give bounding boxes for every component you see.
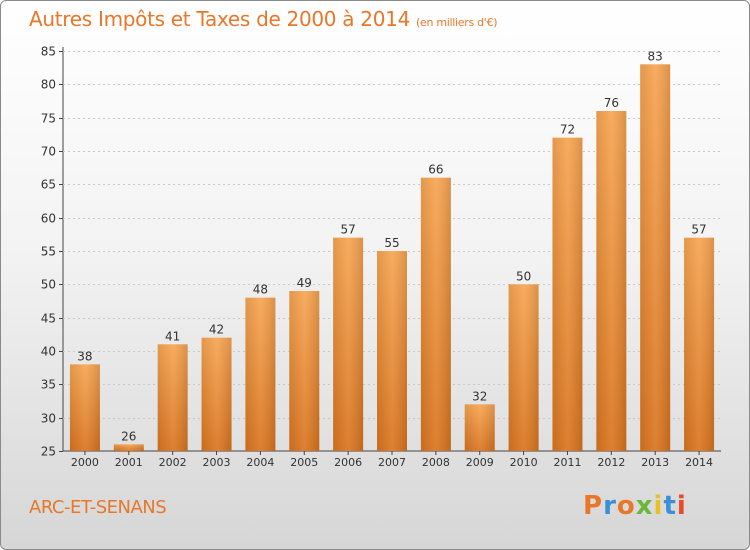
bar-shade [245,297,276,451]
x-tick-label: 2006 [334,456,362,469]
x-tick-label: 2007 [378,456,406,469]
y-tick-label: 35 [41,378,56,392]
y-tick-label: 45 [41,312,56,326]
x-tick-label: 2011 [553,456,581,469]
bar-shade [377,251,407,451]
x-tick-label: 2005 [290,456,318,469]
data-label: 72 [560,123,575,137]
data-label: 50 [516,269,531,283]
data-label: 26 [121,429,136,443]
logo-letter: i [676,491,687,521]
bar-shade [113,444,144,451]
logo-letter: t [663,491,677,521]
y-tick-label: 65 [41,178,56,192]
data-label: 83 [648,49,663,63]
x-tick-label: 2001 [115,456,143,469]
y-tick-label: 85 [41,45,56,59]
logo-letter: i [653,491,664,521]
y-tick-label: 55 [41,245,56,259]
y-tick-label: 60 [41,212,56,226]
x-tick-label: 2014 [685,456,713,469]
bar-shade [640,64,671,452]
logo-letter: P [583,491,604,521]
data-label: 76 [604,96,619,110]
logo-letter: x [635,491,654,521]
y-tick-label: 75 [41,112,56,126]
proxiti-logo[interactable]: Proxiti [583,491,687,521]
data-label: 42 [209,323,224,337]
x-tick-label: 2012 [597,456,625,469]
x-tick-label: 2010 [510,456,538,469]
data-label: 57 [691,223,706,237]
y-tick-label: 25 [41,445,56,459]
bar-shade [201,337,232,451]
y-tick-label: 50 [41,278,56,292]
data-label: 48 [253,283,268,297]
data-label: 32 [472,389,487,403]
x-tick-label: 2008 [422,456,450,469]
bar-shade [684,237,715,451]
bar-shade [552,137,583,451]
y-tick-label: 40 [41,345,56,359]
data-label: 41 [165,329,180,343]
bar-shade [69,364,100,451]
data-label: 49 [297,276,312,290]
x-tick-label: 2002 [159,456,187,469]
data-label: 55 [384,236,399,250]
chart-subtitle: (en milliers d'€) [416,16,498,29]
bar-shade [508,284,539,451]
chart-title-text: Autres Impôts et Taxes de 2000 à 2014 [29,7,410,31]
x-tick-label: 2013 [641,456,669,469]
x-tick-label: 2003 [203,456,231,469]
y-tick-label: 30 [41,412,56,426]
bar-shade [420,177,451,451]
logo-letter: o [616,491,636,521]
data-label: 38 [77,349,92,363]
y-tick-label: 80 [41,78,56,92]
data-label: 66 [428,163,443,177]
bar-shade [289,291,320,451]
y-tick-label: 70 [41,145,56,159]
commune-name: ARC-ET-SENANS [29,497,167,518]
bar-shade [596,111,627,451]
bar-shade [333,237,364,451]
bar-shade [157,344,188,451]
chart-title: Autres Impôts et Taxes de 2000 à 2014 (en… [29,7,497,31]
x-tick-label: 2000 [71,456,99,469]
x-tick-label: 2009 [466,456,494,469]
logo-letter: r [603,491,617,521]
data-label: 57 [340,223,355,237]
x-tick-label: 2004 [246,456,274,469]
bar-shade [464,404,495,451]
